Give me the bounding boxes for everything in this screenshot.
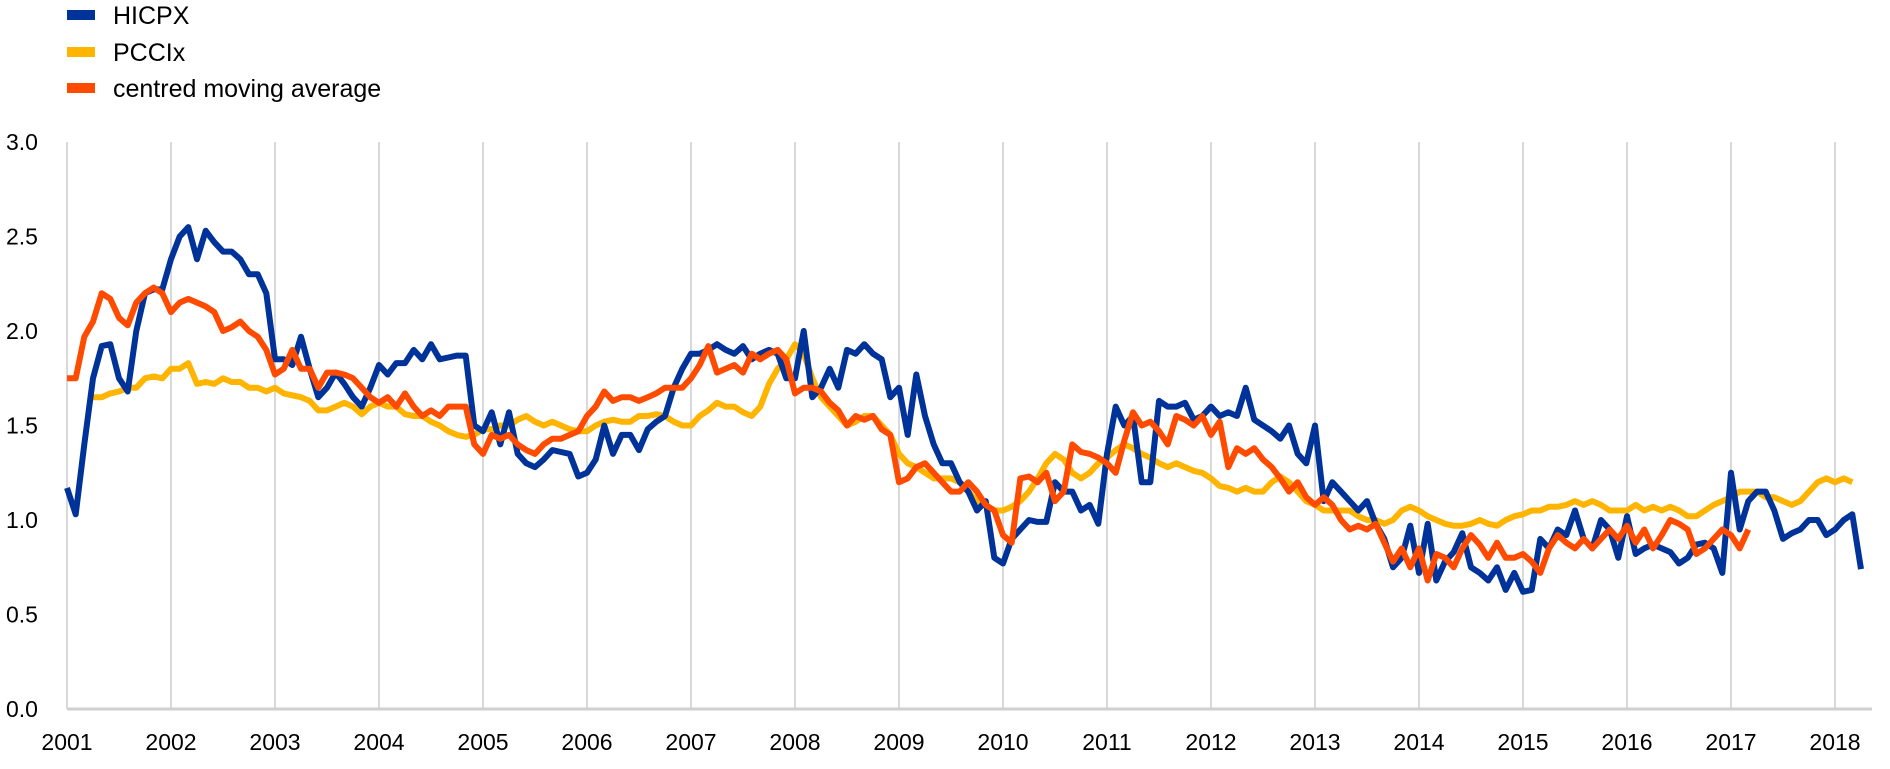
y-tick-label: 2.5 <box>6 224 38 250</box>
series-line-centred-moving-average <box>67 284 1752 584</box>
legend: HICPX PCCIx centred moving average <box>67 2 381 103</box>
x-tick-label: 2003 <box>249 729 300 755</box>
legend-swatch <box>67 83 95 93</box>
x-tick-label: 2001 <box>41 729 92 755</box>
y-tick-label: 0.0 <box>6 696 38 722</box>
x-tick-label: 2010 <box>977 729 1028 755</box>
x-tick-label: 2017 <box>1705 729 1756 755</box>
x-tick-label: 2015 <box>1497 729 1548 755</box>
x-tick-label: 2004 <box>353 729 404 755</box>
y-tick-label: 0.5 <box>6 602 38 628</box>
x-tick-label: 2009 <box>873 729 924 755</box>
x-tick-label: 2002 <box>145 729 196 755</box>
y-tick-label: 3.0 <box>6 129 38 155</box>
y-tick-label: 1.5 <box>6 413 38 439</box>
x-tick-label: 2016 <box>1601 729 1652 755</box>
legend-label: centred moving average <box>113 75 381 103</box>
x-axis: 2001 2002 2003 2004 2005 2006 2007 2008 2009 2010… <box>41 729 1860 755</box>
x-tick-label: 2008 <box>769 729 820 755</box>
x-tick-label: 2013 <box>1289 729 1340 755</box>
series-lines <box>64 224 1864 595</box>
x-tick-label: 2005 <box>457 729 508 755</box>
y-tick-label: 1.0 <box>6 507 38 533</box>
x-tick-label: 2007 <box>665 729 716 755</box>
x-tick-label: 2012 <box>1185 729 1236 755</box>
legend-swatch <box>67 10 95 20</box>
legend-label: HICPX <box>113 2 190 30</box>
y-axis: 0.0 0.5 1.0 1.5 2.0 2.5 3.0 <box>6 129 38 722</box>
grid <box>66 142 1872 711</box>
x-tick-label: 2014 <box>1393 729 1444 755</box>
x-tick-label: 2011 <box>1082 729 1131 755</box>
legend-label: PCCIx <box>113 39 186 67</box>
x-tick-label: 2018 <box>1809 729 1860 755</box>
y-tick-label: 2.0 <box>6 318 38 344</box>
legend-swatch <box>67 47 95 57</box>
x-tick-label: 2006 <box>561 729 612 755</box>
